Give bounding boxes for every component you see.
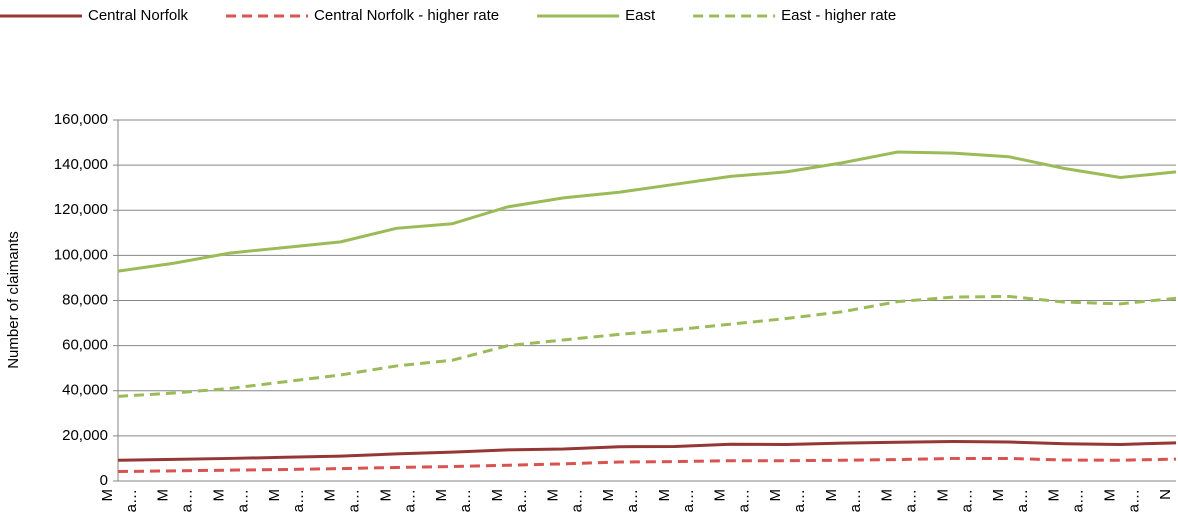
x-tick-label-line: a… (401, 489, 418, 512)
x-tick-label: No… (1157, 489, 1178, 512)
x-tick-label-line: a… (1125, 489, 1142, 512)
x-tick-label-line: a… (958, 489, 975, 512)
x-tick-label-line: a… (847, 489, 864, 512)
x-tick-label-line: a… (735, 489, 752, 512)
y-tick-label: 40,000 (62, 382, 108, 399)
x-tick-label-line: a… (1014, 489, 1031, 512)
y-tick-label: 80,000 (62, 291, 108, 308)
x-tick-label-line: M (823, 489, 840, 502)
x-tick-label-line: M (322, 489, 339, 502)
x-tick-label-line: M (1046, 489, 1063, 502)
x-tick-label-line: a… (903, 489, 920, 512)
x-tick-label-line: a… (179, 489, 196, 512)
x-tick-label-line: M (711, 489, 728, 502)
x-tick-label-line: a… (791, 489, 808, 512)
x-tick-label-line: M (489, 489, 506, 502)
y-axis-label: Number of claimants (5, 231, 22, 369)
legend-label: East (625, 7, 656, 24)
x-tick-label-line: a… (346, 489, 363, 512)
x-tick-label-line: a… (513, 489, 530, 512)
x-tick-label-line: M (600, 489, 617, 502)
x-tick-label-line: a… (680, 489, 697, 512)
x-tick-label-line: a… (123, 489, 140, 512)
x-tick-label-line: a… (234, 489, 251, 512)
legend-label: Central Norfolk (88, 7, 189, 24)
x-tick-label-line: M (544, 489, 561, 502)
series-line (117, 440, 1177, 462)
y-tick-label: 20,000 (62, 427, 108, 444)
x-tick-label-line: N (1157, 489, 1174, 500)
y-tick-label: 160,000 (54, 111, 108, 128)
x-tick-label-line: M (767, 489, 784, 502)
x-tick-label-line: a… (568, 489, 585, 512)
x-tick-label-line: M (377, 489, 394, 502)
y-tick-label: 100,000 (54, 246, 108, 263)
legend-label: Central Norfolk - higher rate (314, 7, 499, 24)
x-tick-label-line: M (210, 489, 227, 502)
series-line (117, 456, 1177, 474)
x-tick-label-line: M (433, 489, 450, 502)
x-tick-label-line: M (656, 489, 673, 502)
x-tick-label-line: M (155, 489, 172, 502)
x-tick-label-line: a… (624, 489, 641, 512)
x-tick-label-line: M (879, 489, 896, 502)
legend-label: East - higher rate (781, 7, 896, 24)
y-tick-label: 60,000 (62, 337, 108, 354)
x-tick-label-line: M (99, 489, 116, 502)
y-tick-label: 0 (100, 472, 108, 489)
y-tick-label: 140,000 (54, 156, 108, 173)
x-tick-label-line: M (1101, 489, 1118, 502)
x-tick-label-line: M (934, 489, 951, 502)
y-tick-label: 120,000 (54, 201, 108, 218)
x-tick-label-line: a… (457, 489, 474, 512)
x-tick-label-line: a… (1070, 489, 1087, 512)
x-tick-label-line: M (266, 489, 283, 502)
x-tick-label-line: a… (290, 489, 307, 512)
series-line (117, 294, 1177, 398)
x-tick-label-line: M (990, 489, 1007, 502)
series-line (117, 150, 1177, 273)
